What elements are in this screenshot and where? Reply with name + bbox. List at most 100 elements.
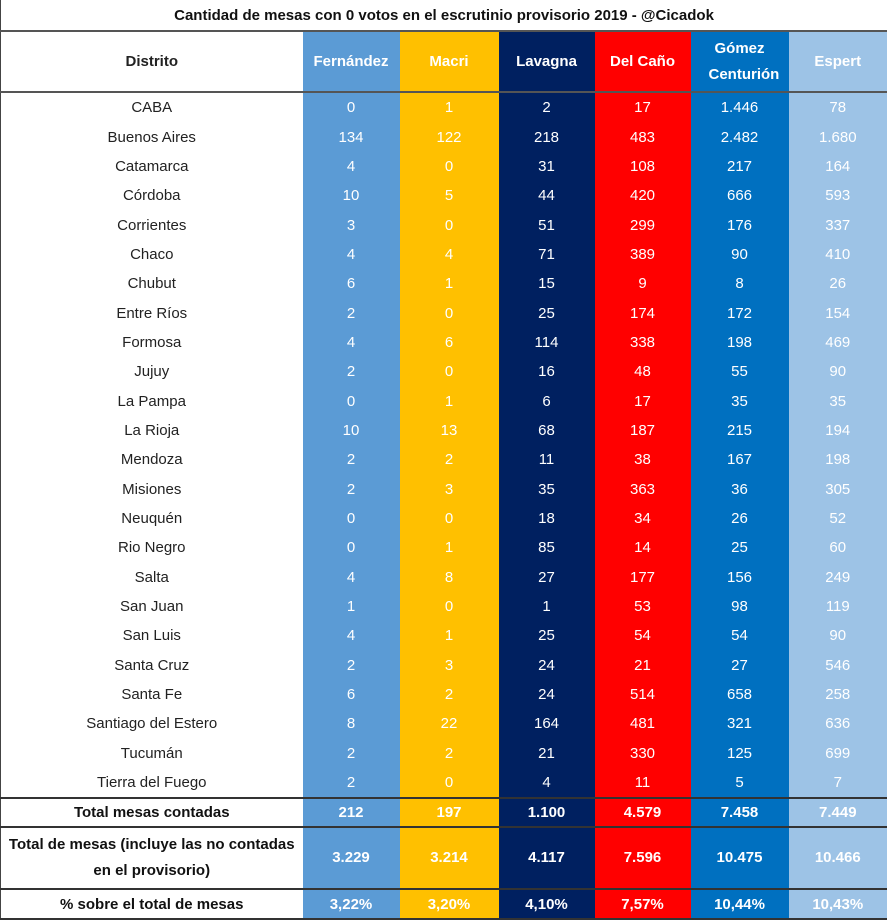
cell-fern-ndez: 3 — [303, 210, 400, 239]
cell-espert: 52 — [789, 504, 887, 533]
row-label: Santiago del Estero — [1, 709, 303, 738]
cell-espert: 410 — [789, 240, 887, 269]
cell-lavagna: 24 — [499, 680, 595, 709]
cell-macri: 122 — [400, 122, 499, 151]
row-label: Total mesas contadas — [1, 798, 303, 827]
cell-g-mez-centuri-n: 90 — [691, 240, 789, 269]
cell-fern-ndez: 6 — [303, 680, 400, 709]
cell-lavagna: 18 — [499, 504, 595, 533]
cell-del-ca-o: 177 — [595, 563, 691, 592]
column-header-macri: Macri — [400, 31, 499, 92]
cell-lavagna: 2 — [499, 92, 595, 122]
row-label: La Pampa — [1, 386, 303, 415]
cell-lavagna: 44 — [499, 181, 595, 210]
cell-fern-ndez: 10 — [303, 416, 400, 445]
cell-fern-ndez: 6 — [303, 269, 400, 298]
column-header-del-ca-o: Del Caño — [595, 31, 691, 92]
cell-macri: 6 — [400, 328, 499, 357]
cell-g-mez-centuri-n: 666 — [691, 181, 789, 210]
cell-del-ca-o: 11 — [595, 768, 691, 798]
cell-lavagna: 21 — [499, 739, 595, 768]
cell-espert: 249 — [789, 563, 887, 592]
cell-macri: 1 — [400, 621, 499, 650]
cell-macri: 0 — [400, 504, 499, 533]
cell-macri: 13 — [400, 416, 499, 445]
row-label: Santa Fe — [1, 680, 303, 709]
cell-fern-ndez: 3.229 — [303, 827, 400, 889]
cell-del-ca-o: 363 — [595, 474, 691, 503]
cell-lavagna: 4 — [499, 768, 595, 798]
cell-del-ca-o: 17 — [595, 92, 691, 122]
row-label: CABA — [1, 92, 303, 122]
cell-espert: 546 — [789, 651, 887, 680]
cell-macri: 1 — [400, 92, 499, 122]
cell-g-mez-centuri-n: 27 — [691, 651, 789, 680]
cell-espert: 90 — [789, 621, 887, 650]
cell-lavagna: 114 — [499, 328, 595, 357]
row-label: Mendoza — [1, 445, 303, 474]
cell-del-ca-o: 38 — [595, 445, 691, 474]
cell-macri: 3,20% — [400, 889, 499, 919]
total-tables-row: Total de mesas (incluye las no contadas … — [1, 827, 887, 889]
cell-espert: 7.449 — [789, 798, 887, 827]
cell-g-mez-centuri-n: 217 — [691, 152, 789, 181]
cell-espert: 1.680 — [789, 122, 887, 151]
row-label: Chaco — [1, 240, 303, 269]
cell-espert: 337 — [789, 210, 887, 239]
cell-macri: 22 — [400, 709, 499, 738]
cell-g-mez-centuri-n: 172 — [691, 298, 789, 327]
cell-del-ca-o: 389 — [595, 240, 691, 269]
cell-g-mez-centuri-n: 125 — [691, 739, 789, 768]
cell-fern-ndez: 0 — [303, 92, 400, 122]
cell-fern-ndez: 4 — [303, 240, 400, 269]
table-title: Cantidad de mesas con 0 votos en el escr… — [1, 0, 887, 31]
cell-espert: 154 — [789, 298, 887, 327]
cell-lavagna: 4.117 — [499, 827, 595, 889]
cell-macri: 2 — [400, 680, 499, 709]
cell-espert: 119 — [789, 592, 887, 621]
cell-espert: 258 — [789, 680, 887, 709]
cell-espert: 10,43% — [789, 889, 887, 919]
column-header-g-mez-centuri-n: Gómez Centurión — [691, 31, 789, 92]
cell-del-ca-o: 187 — [595, 416, 691, 445]
cell-del-ca-o: 7,57% — [595, 889, 691, 919]
cell-espert: 90 — [789, 357, 887, 386]
cell-lavagna: 218 — [499, 122, 595, 151]
cell-del-ca-o: 108 — [595, 152, 691, 181]
row-label: Salta — [1, 563, 303, 592]
cell-del-ca-o: 338 — [595, 328, 691, 357]
cell-g-mez-centuri-n: 176 — [691, 210, 789, 239]
row-label: Córdoba — [1, 181, 303, 210]
cell-g-mez-centuri-n: 198 — [691, 328, 789, 357]
cell-macri: 1 — [400, 533, 499, 562]
cell-fern-ndez: 4 — [303, 328, 400, 357]
cell-espert: 164 — [789, 152, 887, 181]
row-label: Jujuy — [1, 357, 303, 386]
cell-g-mez-centuri-n: 321 — [691, 709, 789, 738]
cell-fern-ndez: 2 — [303, 357, 400, 386]
cell-macri: 3 — [400, 474, 499, 503]
cell-del-ca-o: 299 — [595, 210, 691, 239]
cell-g-mez-centuri-n: 35 — [691, 386, 789, 415]
cell-del-ca-o: 54 — [595, 621, 691, 650]
cell-fern-ndez: 10 — [303, 181, 400, 210]
cell-lavagna: 6 — [499, 386, 595, 415]
cell-g-mez-centuri-n: 8 — [691, 269, 789, 298]
cell-fern-ndez: 3,22% — [303, 889, 400, 919]
cell-lavagna: 35 — [499, 474, 595, 503]
cell-fern-ndez: 2 — [303, 445, 400, 474]
row-label: Catamarca — [1, 152, 303, 181]
cell-g-mez-centuri-n: 7.458 — [691, 798, 789, 827]
